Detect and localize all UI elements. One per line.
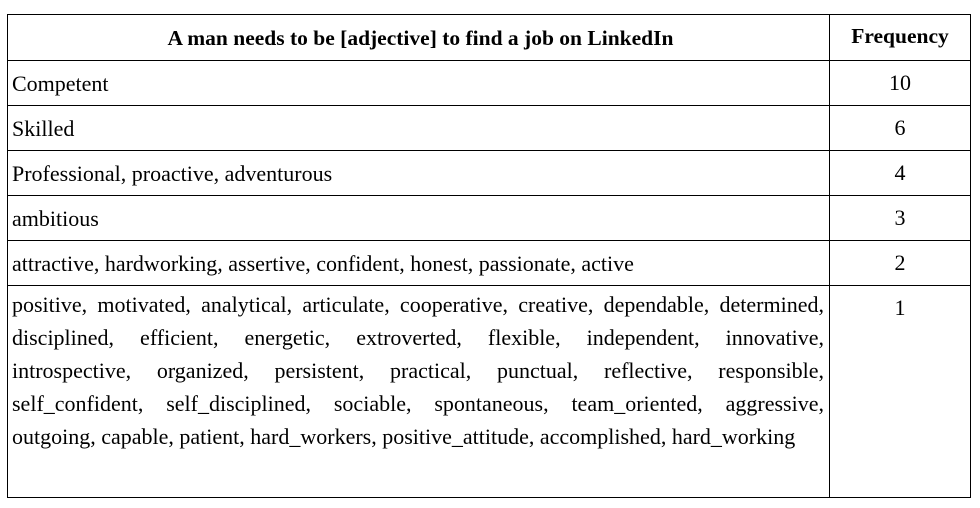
frequency-cell: 3 bbox=[829, 195, 971, 241]
table-row: attractive, hardworking, assertive, conf… bbox=[7, 240, 971, 286]
adjective-column-header: A man needs to be [adjective] to find a … bbox=[7, 14, 830, 61]
adjective-cell: Skilled bbox=[7, 105, 830, 151]
table-row: Professional, proactive, adventurous 4 bbox=[7, 150, 971, 196]
adjective-cell: positive, motivated, analytical, articul… bbox=[7, 285, 830, 498]
adjective-cell: attractive, hardworking, assertive, conf… bbox=[7, 240, 830, 286]
table-row: ambitious 3 bbox=[7, 195, 971, 241]
frequency-cell: 4 bbox=[829, 150, 971, 196]
table-row: positive, motivated, analytical, articul… bbox=[7, 285, 971, 498]
adjective-cell: ambitious bbox=[7, 195, 830, 241]
frequency-table-container: A man needs to be [adjective] to find a … bbox=[7, 14, 971, 498]
adjective-cell: Professional, proactive, adventurous bbox=[7, 150, 830, 196]
frequency-cell: 2 bbox=[829, 240, 971, 286]
adjective-frequency-table: A man needs to be [adjective] to find a … bbox=[7, 14, 971, 498]
table-row: Competent 10 bbox=[7, 60, 971, 106]
frequency-column-header: Frequency bbox=[829, 14, 971, 61]
frequency-cell: 1 bbox=[829, 285, 971, 498]
adjective-cell: Competent bbox=[7, 60, 830, 106]
table-row: Skilled 6 bbox=[7, 105, 971, 151]
frequency-cell: 10 bbox=[829, 60, 971, 106]
frequency-cell: 6 bbox=[829, 105, 971, 151]
table-header-row: A man needs to be [adjective] to find a … bbox=[7, 14, 971, 61]
